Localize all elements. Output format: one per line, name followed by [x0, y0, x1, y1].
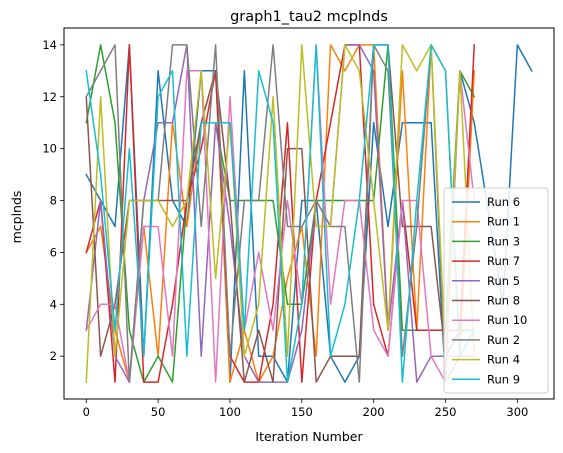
legend-label: Run 8 — [487, 294, 520, 308]
x-axis-label: Iteration Number — [255, 429, 363, 444]
x-tick-label: 150 — [291, 405, 313, 419]
series-line-10 — [85, 44, 476, 383]
x-tick-label: 0 — [83, 405, 90, 419]
y-axis: 2 4 6 8 10 12 14 — [42, 38, 64, 363]
x-tick-label: 100 — [219, 405, 241, 419]
y-tick-label: 14 — [42, 38, 57, 52]
x-axis: 0 50 100 150 200 250 300 — [83, 399, 528, 419]
x-tick-label: 200 — [363, 405, 385, 419]
y-tick-label: 6 — [50, 245, 57, 259]
y-axis-label: mcplnds — [9, 191, 24, 244]
y-tick-label: 8 — [50, 194, 57, 208]
legend-label: Run 10 — [487, 313, 527, 327]
legend-label: Run 3 — [487, 234, 520, 248]
legend-label: Run 1 — [487, 215, 520, 229]
y-tick-label: 2 — [50, 349, 57, 363]
y-tick-label: 4 — [50, 297, 57, 311]
y-tick-label: 12 — [42, 90, 57, 104]
legend-label: Run 5 — [487, 274, 520, 288]
legend-box — [443, 187, 549, 394]
x-tick-label: 300 — [506, 405, 528, 419]
series-group — [85, 44, 533, 383]
y-tick-label: 10 — [42, 142, 57, 156]
x-tick-label: 50 — [151, 405, 166, 419]
x-tick-label: 250 — [435, 405, 457, 419]
series-line-9 — [85, 44, 476, 383]
chart-title: graph1_tau2 mcplnds — [230, 9, 388, 25]
legend-label: Run 2 — [487, 333, 520, 347]
legend-label: Run 6 — [487, 195, 520, 209]
legend-label: Run 4 — [487, 353, 520, 367]
plot-frame — [63, 27, 555, 400]
legend: Run 6 Run 1 Run 3 Run 7 Run 5 Run 8 Run 10 Run … — [443, 187, 549, 394]
legend-label: Run 9 — [487, 372, 520, 386]
legend-label: Run 7 — [487, 254, 520, 268]
